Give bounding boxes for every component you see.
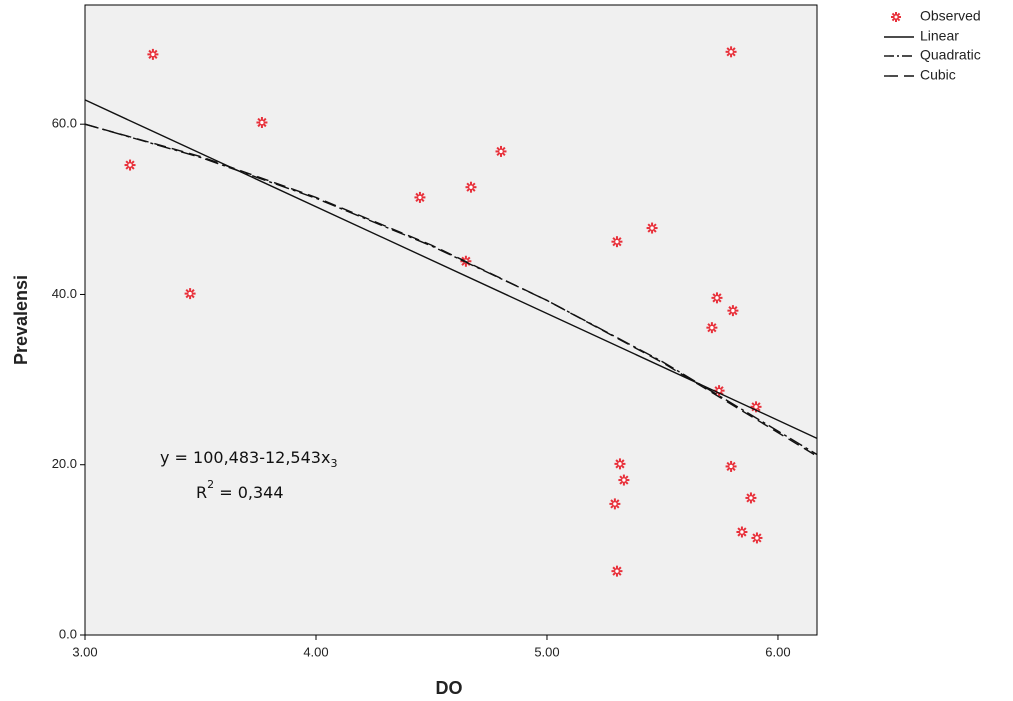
observed-point — [614, 458, 625, 469]
x-tick-label: 4.00 — [303, 644, 328, 659]
r-sup: 2 — [207, 478, 214, 491]
marker-core — [128, 163, 132, 167]
marker-core — [418, 195, 422, 199]
observed-point — [611, 236, 622, 247]
marker-core — [729, 464, 733, 468]
y-tick-label: 60.0 — [52, 116, 77, 131]
observed-point — [647, 223, 658, 234]
legend-label: Observed — [920, 8, 981, 24]
y-tick-label: 20.0 — [52, 456, 77, 471]
observed-point — [496, 146, 507, 157]
observed-point — [751, 532, 762, 543]
observed-point — [147, 49, 158, 60]
marker-core — [188, 291, 192, 295]
x-tick-label: 6.00 — [765, 644, 790, 659]
r-label: R — [196, 483, 207, 502]
marker-core — [618, 462, 622, 466]
legend-label: Quadratic — [920, 47, 981, 63]
observed-point — [736, 526, 747, 537]
x-axis-title: DO — [436, 678, 463, 698]
chart: 0.0 20.0 40.0 60.0 3.00 4.00 5.00 6.00 Observed L… — [0, 0, 1013, 701]
legend-marker — [891, 12, 901, 22]
equation-text: y = 100,483-12,543x — [160, 448, 330, 467]
observed-point — [125, 160, 136, 171]
marker-core — [469, 185, 473, 189]
marker-core — [755, 536, 759, 540]
y-tick-label: 40.0 — [52, 286, 77, 301]
observed-point — [726, 461, 737, 472]
marker-core — [650, 226, 654, 230]
y-axis-title: Prevalensi — [11, 275, 31, 365]
observed-point — [185, 288, 196, 299]
marker-core — [754, 405, 758, 409]
x-tick-label: 3.00 — [72, 644, 97, 659]
legend-label: Cubic — [920, 67, 956, 83]
marker-core — [894, 15, 898, 19]
observed-point — [727, 305, 738, 316]
observed-point — [745, 492, 756, 503]
marker-core — [499, 149, 503, 153]
marker-core — [151, 52, 155, 56]
observed-point — [609, 498, 620, 509]
marker-core — [710, 325, 714, 329]
marker-core — [740, 530, 744, 534]
observed-point — [256, 117, 267, 128]
marker-core — [613, 502, 617, 506]
x-tick-label: 5.00 — [534, 644, 559, 659]
marker-core — [731, 308, 735, 312]
observed-point — [618, 475, 629, 486]
observed-point — [726, 46, 737, 57]
observed-point — [414, 192, 425, 203]
observed-point — [611, 566, 622, 577]
legend-label: Linear — [920, 28, 959, 44]
y-tick-label: 0.0 — [59, 626, 77, 641]
plot-area — [85, 5, 817, 635]
marker-core — [715, 296, 719, 300]
marker-core — [729, 50, 733, 54]
marker-core — [622, 478, 626, 482]
observed-point — [706, 322, 717, 333]
plot-layer: 0.0 20.0 40.0 60.0 3.00 4.00 5.00 6.00 Observed L… — [52, 5, 981, 659]
r-value: = 0,344 — [214, 483, 283, 502]
equation-sub: 3 — [330, 457, 337, 470]
observed-point — [711, 292, 722, 303]
marker-core — [615, 239, 619, 243]
marker-core — [749, 496, 753, 500]
marker-core — [260, 120, 264, 124]
observed-point — [465, 182, 476, 193]
marker-core — [615, 569, 619, 573]
